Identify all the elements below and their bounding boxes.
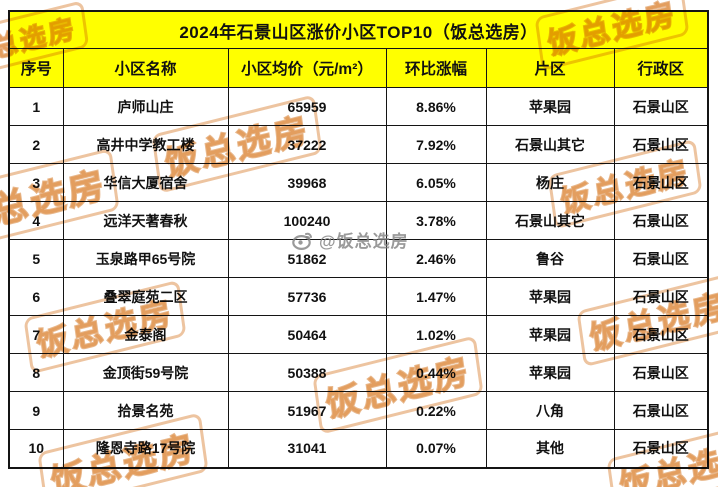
table-row: 2 高井中学教工楼 37222 7.92% 石景山其它 石景山区 bbox=[8, 125, 709, 164]
cell-name: 玉泉路甲65号院 bbox=[62, 239, 229, 278]
col-header-area: 片区 bbox=[485, 48, 615, 88]
table-row: 10 隆恩寺路17号院 31041 0.07% 其他 石景山区 bbox=[8, 429, 709, 468]
table-header-row: 序号 小区名称 小区均价（元/m²） 环比涨幅 片区 行政区 bbox=[8, 48, 709, 88]
cell-district: 石景山区 bbox=[613, 315, 709, 354]
cell-change: 8.86% bbox=[385, 87, 487, 126]
cell-price: 65959 bbox=[227, 87, 387, 126]
cell-name: 拾景名苑 bbox=[62, 391, 229, 430]
cell-rank: 9 bbox=[8, 391, 64, 430]
table-row: 1 庐师山庄 65959 8.86% 苹果园 石景山区 bbox=[8, 87, 709, 126]
table-row: 9 拾景名苑 51967 0.22% 八角 石景山区 bbox=[8, 391, 709, 430]
cell-change: 3.78% bbox=[385, 201, 487, 240]
cell-price: 100240 bbox=[227, 201, 387, 240]
page-title: 2024年石景山区涨价小区TOP10（饭总选房） bbox=[8, 10, 709, 49]
cell-name: 金顶街59号院 bbox=[62, 353, 229, 392]
cell-price: 50464 bbox=[227, 315, 387, 354]
col-header-price: 小区均价（元/m²） bbox=[227, 48, 387, 88]
cell-name: 隆恩寺路17号院 bbox=[62, 429, 229, 468]
table-row: 5 玉泉路甲65号院 51862 2.46% 鲁谷 石景山区 bbox=[8, 239, 709, 278]
cell-area: 苹果园 bbox=[485, 87, 615, 126]
cell-name: 叠翠庭苑二区 bbox=[62, 277, 229, 316]
cell-price: 57736 bbox=[227, 277, 387, 316]
cell-name: 华信大厦宿舍 bbox=[62, 163, 229, 202]
cell-area: 苹果园 bbox=[485, 353, 615, 392]
cell-rank: 2 bbox=[8, 125, 64, 164]
cell-area: 鲁谷 bbox=[485, 239, 615, 278]
table-row: 8 金顶街59号院 50388 0.44% 苹果园 石景山区 bbox=[8, 353, 709, 392]
cell-area: 其他 bbox=[485, 429, 615, 468]
cell-area: 苹果园 bbox=[485, 277, 615, 316]
col-header-rank: 序号 bbox=[8, 48, 64, 88]
cell-name: 高井中学教工楼 bbox=[62, 125, 229, 164]
cell-district: 石景山区 bbox=[613, 87, 709, 126]
cell-rank: 10 bbox=[8, 429, 64, 468]
cell-area: 八角 bbox=[485, 391, 615, 430]
cell-change: 7.92% bbox=[385, 125, 487, 164]
cell-rank: 3 bbox=[8, 163, 64, 202]
cell-change: 0.07% bbox=[385, 429, 487, 468]
table-row: 3 华信大厦宿舍 39968 6.05% 杨庄 石景山区 bbox=[8, 163, 709, 202]
cell-name: 远洋天著春秋 bbox=[62, 201, 229, 240]
cell-price: 50388 bbox=[227, 353, 387, 392]
cell-area: 石景山其它 bbox=[485, 125, 615, 164]
cell-price: 31041 bbox=[227, 429, 387, 468]
cell-area: 苹果园 bbox=[485, 315, 615, 354]
cell-name: 庐师山庄 bbox=[62, 87, 229, 126]
cell-change: 0.22% bbox=[385, 391, 487, 430]
cell-district: 石景山区 bbox=[613, 239, 709, 278]
table-body: 1 庐师山庄 65959 8.86% 苹果园 石景山区 2 高井中学教工楼 37222 7.92%… bbox=[8, 87, 709, 468]
cell-district: 石景山区 bbox=[613, 429, 709, 468]
cell-district: 石景山区 bbox=[613, 277, 709, 316]
table-row: 7 金泰阁 50464 1.02% 苹果园 石景山区 bbox=[8, 315, 709, 354]
cell-rank: 4 bbox=[8, 201, 64, 240]
cell-district: 石景山区 bbox=[613, 391, 709, 430]
cell-change: 0.44% bbox=[385, 353, 487, 392]
cell-rank: 6 bbox=[8, 277, 64, 316]
col-header-name: 小区名称 bbox=[62, 48, 229, 88]
cell-change: 2.46% bbox=[385, 239, 487, 278]
cell-price: 39968 bbox=[227, 163, 387, 202]
table-row: 6 叠翠庭苑二区 57736 1.47% 苹果园 石景山区 bbox=[8, 277, 709, 316]
cell-rank: 5 bbox=[8, 239, 64, 278]
price-table: 2024年石景山区涨价小区TOP10（饭总选房） 序号 小区名称 小区均价（元/… bbox=[8, 10, 710, 469]
cell-price: 37222 bbox=[227, 125, 387, 164]
cell-change: 1.02% bbox=[385, 315, 487, 354]
cell-price: 51967 bbox=[227, 391, 387, 430]
cell-rank: 7 bbox=[8, 315, 64, 354]
cell-district: 石景山区 bbox=[613, 353, 709, 392]
cell-rank: 8 bbox=[8, 353, 64, 392]
cell-name: 金泰阁 bbox=[62, 315, 229, 354]
cell-district: 石景山区 bbox=[613, 201, 709, 240]
table-row: 4 远洋天著春秋 100240 3.78% 石景山其它 石景山区 bbox=[8, 201, 709, 240]
cell-district: 石景山区 bbox=[613, 125, 709, 164]
table-title-row: 2024年石景山区涨价小区TOP10（饭总选房） bbox=[8, 10, 709, 49]
cell-area: 石景山其它 bbox=[485, 201, 615, 240]
col-header-change: 环比涨幅 bbox=[385, 48, 487, 88]
cell-rank: 1 bbox=[8, 87, 64, 126]
cell-price: 51862 bbox=[227, 239, 387, 278]
cell-area: 杨庄 bbox=[485, 163, 615, 202]
cell-change: 6.05% bbox=[385, 163, 487, 202]
col-header-district: 行政区 bbox=[613, 48, 709, 88]
cell-district: 石景山区 bbox=[613, 163, 709, 202]
cell-change: 1.47% bbox=[385, 277, 487, 316]
